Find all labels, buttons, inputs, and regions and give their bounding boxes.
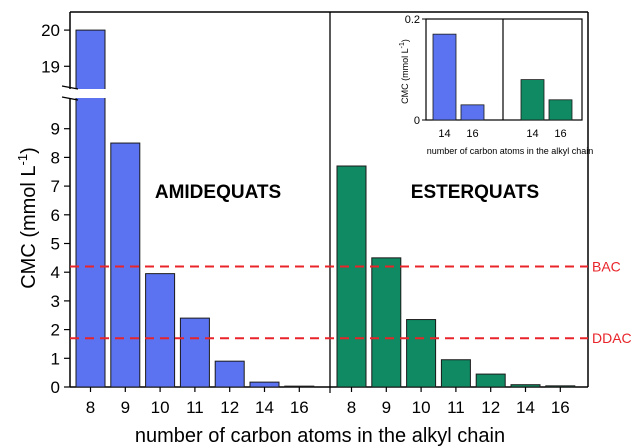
inset-y-tick-label: 0 xyxy=(414,115,420,127)
y-tick-label: 5 xyxy=(51,235,60,254)
bar-esterquats-9 xyxy=(372,258,401,387)
inset-bar-esterquats-14 xyxy=(521,80,544,120)
x-tick-label: 12 xyxy=(481,398,500,417)
y-tick-label: 19 xyxy=(41,57,60,76)
inset-x-tick-label: 14 xyxy=(526,128,538,140)
y-tick-label: 7 xyxy=(51,177,60,196)
bar-esterquats-14 xyxy=(511,385,540,387)
reference-label-bac: BAC xyxy=(592,258,621,274)
bar-esterquats-16 xyxy=(546,386,575,387)
x-tick-label: 11 xyxy=(186,398,204,417)
bar-amidequats-8 xyxy=(76,30,105,387)
y-tick-label: 6 xyxy=(51,206,60,225)
y-tick-label: 20 xyxy=(41,21,60,40)
inset-y-axis-title: CMC (mmol L-1) xyxy=(399,39,410,104)
x-tick-label: 16 xyxy=(551,398,570,417)
y-tick-label: 1 xyxy=(51,349,60,368)
inset-x-tick-label: 14 xyxy=(438,128,450,140)
y-tick-label: 3 xyxy=(51,292,60,311)
bar-esterquats-8 xyxy=(337,166,366,387)
y-tick-label: 8 xyxy=(51,148,60,167)
x-tick-label: 14 xyxy=(255,398,274,417)
x-tick-label: 16 xyxy=(290,398,309,417)
bar-amidequats-11 xyxy=(180,318,209,387)
y-tick-label: 0 xyxy=(51,378,60,397)
inset-y-tick-label: 0.2 xyxy=(405,14,420,26)
x-tick-label: 14 xyxy=(516,398,535,417)
x-tick-label: 8 xyxy=(347,398,356,417)
bar-esterquats-10 xyxy=(407,320,436,387)
inset-x-tick-label: 16 xyxy=(554,128,566,140)
x-tick-label: 9 xyxy=(382,398,391,417)
x-axis-title: number of carbon atoms in the alkyl chai… xyxy=(135,425,505,447)
bar-esterquats-12 xyxy=(476,374,505,387)
bar-esterquats-11 xyxy=(441,360,470,387)
y-axis-title: CMC (mmol L-1) xyxy=(15,147,40,289)
x-tick-label: 9 xyxy=(121,398,130,417)
inset-bar-amidequats-16 xyxy=(461,105,484,120)
bar-amidequats-12 xyxy=(215,361,244,387)
bar-amidequats-14 xyxy=(250,382,279,387)
y-tick-label: 4 xyxy=(51,263,60,282)
x-tick-label: 10 xyxy=(412,398,431,417)
x-tick-label: 10 xyxy=(151,398,170,417)
x-tick-label: 11 xyxy=(447,398,465,417)
group-label-amidequats: AMIDEQUATS xyxy=(155,182,281,203)
reference-label-ddac: DDAC xyxy=(592,330,632,346)
inset-chart: 0 0.2 14 16 14 16 number of carbon atoms in th… xyxy=(399,14,593,156)
inset-bar-esterquats-16 xyxy=(549,100,572,120)
bar-amidequats-9 xyxy=(111,143,140,387)
x-tick-label: 8 xyxy=(86,398,95,417)
axis-break-gap xyxy=(62,89,107,98)
bar-amidequats-10 xyxy=(146,274,175,387)
inset-bar-amidequats-14 xyxy=(433,34,456,120)
x-tick-label: 12 xyxy=(220,398,239,417)
y-tick-label: 9 xyxy=(51,120,60,139)
y-tick-label: 2 xyxy=(51,321,60,340)
group-label-esterquats: ESTERQUATS xyxy=(411,182,539,203)
bar-amidequats-16 xyxy=(285,386,314,387)
inset-x-axis-title: number of carbon atoms in the alkyl chai… xyxy=(427,146,594,156)
inset-x-tick-label: 16 xyxy=(466,128,478,140)
